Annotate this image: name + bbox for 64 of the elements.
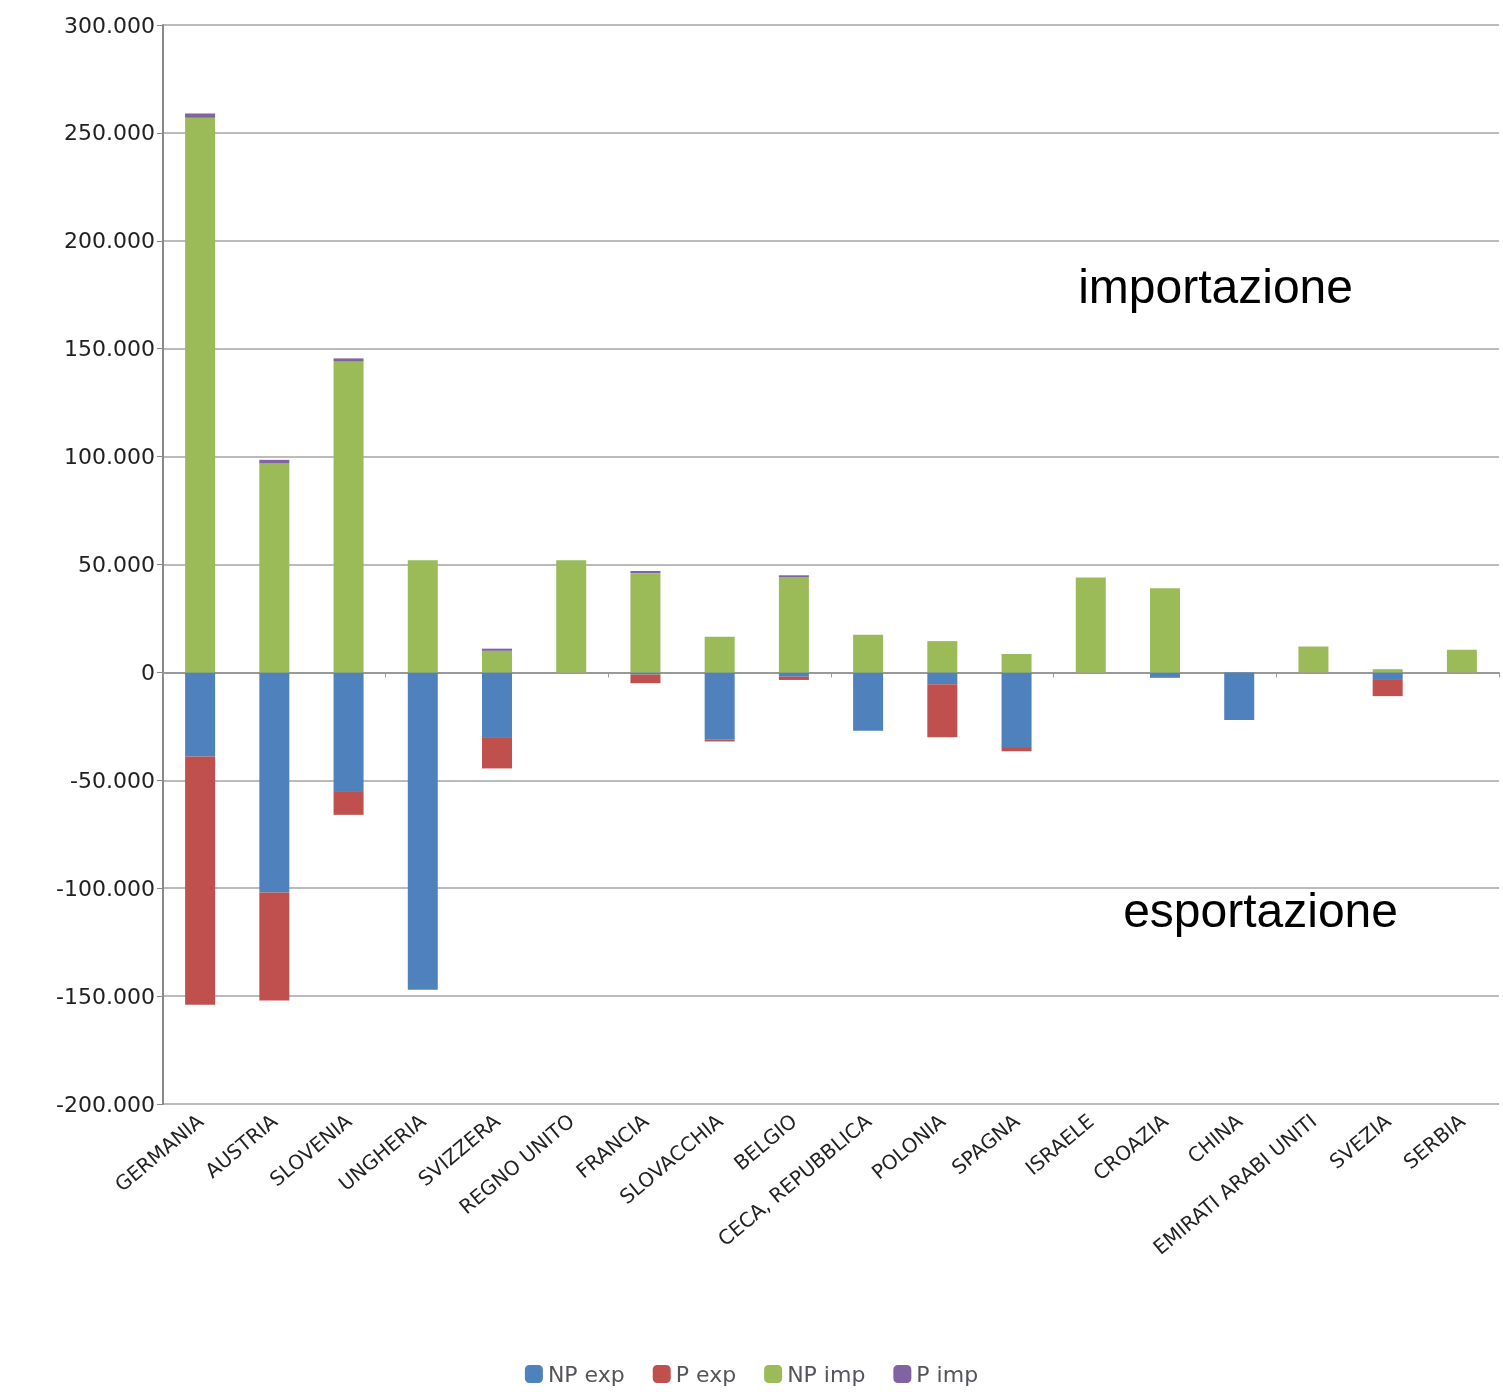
bar [630,570,661,574]
y-tick-label: 50.000 [78,552,155,577]
bar [259,459,290,464]
bar [1001,672,1032,748]
bar [407,672,438,990]
bar [1075,577,1106,673]
legend-label: P exp [675,1361,737,1387]
y-tick-label: 0 [141,659,155,685]
bar [1372,679,1403,697]
bar [185,117,216,673]
bar [482,672,512,738]
y-tick-label: -200.000 [56,1091,155,1117]
bar [407,560,438,673]
bar [333,791,364,815]
bar [927,672,958,685]
bar [185,756,216,1005]
y-tick-label: 250.000 [64,120,155,146]
y-tick-label: 150.000 [64,336,155,362]
bar [259,892,290,1001]
bar [778,575,809,578]
bar [1372,669,1403,673]
bar [778,672,809,677]
annotation: esportazione [1123,883,1399,937]
bar [556,560,587,673]
bar [185,113,216,118]
bar [482,650,512,673]
bar [482,648,512,651]
bar [853,634,884,673]
bar [1150,672,1180,678]
bar [185,672,216,757]
bar [927,684,958,738]
bar [333,672,364,792]
bar [333,361,364,673]
annotation: importazione [1078,259,1354,313]
bar [1150,588,1180,673]
bar [1298,646,1329,673]
y-tick-label: 300.000 [64,12,155,38]
bar [1372,672,1403,680]
y-tick-label: -150.000 [56,983,155,1009]
bar [704,739,735,742]
y-tick-label: -50.000 [70,767,155,793]
legend-label: NP exp [547,1361,625,1387]
bar [927,641,958,673]
y-tick-label: 100.000 [64,444,155,470]
y-tick-label: -100.000 [56,875,155,901]
bar [778,676,809,680]
bar [1001,654,1032,673]
bar [1224,672,1255,720]
legend-label: NP imp [787,1361,866,1387]
bar [1001,747,1032,752]
y-tick-label: 200.000 [64,228,155,254]
bar [778,577,809,673]
bar [853,672,884,731]
bar [630,672,661,675]
bar [630,573,661,673]
bar [482,737,512,769]
legend-label: P imp [916,1361,979,1387]
bar [704,672,735,740]
bar [259,672,290,893]
bar [1446,649,1477,673]
bar [630,674,661,684]
bar [704,636,735,673]
bar [259,463,290,673]
bar [333,358,364,362]
